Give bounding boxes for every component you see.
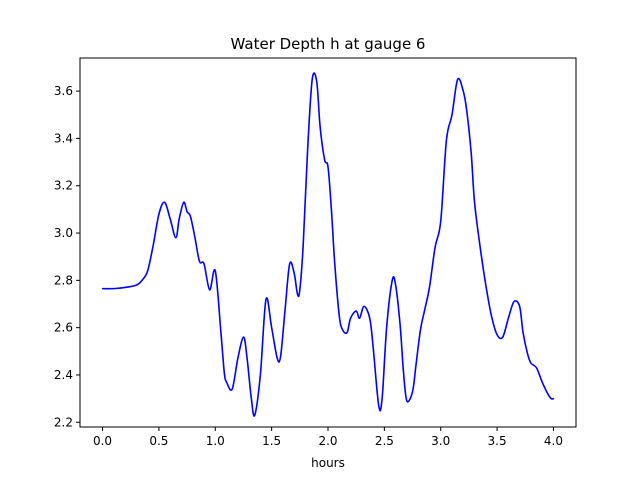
x-tick-label: 1.5 [262,434,281,448]
x-axis-label: hours [311,456,345,470]
x-tick-label: 3.5 [488,434,507,448]
series-line [101,72,555,417]
plot-frame [79,57,577,428]
x-tick-label: 4.0 [544,434,563,448]
y-tick-label: 3.4 [54,131,73,145]
chart-title: Water Depth h at gauge 6 [231,35,426,53]
x-tick-label: 1.0 [206,434,225,448]
x-tick-label: 3.0 [431,434,450,448]
y-tick-label: 2.2 [54,415,73,429]
series-layer [101,72,555,417]
y-tick-label: 3.6 [54,84,73,98]
x-tick-label: 2.0 [318,434,337,448]
y-tick-label: 3.0 [54,226,73,240]
x-tick-label: 0.5 [149,434,168,448]
y-tick-label: 2.4 [54,368,73,382]
tick-layer: 0.0 0.5 1.0 1.5 2.0 2.5 3.0 3.5 4.0 2.2 2.4 2.6 2.8 3… [54,84,563,448]
x-tick-label: 0.0 [93,434,112,448]
y-tick-label: 2.8 [54,273,73,287]
y-tick-label: 3.2 [54,179,73,193]
x-tick-label: 2.5 [375,434,394,448]
y-tick-label: 2.6 [54,321,73,335]
